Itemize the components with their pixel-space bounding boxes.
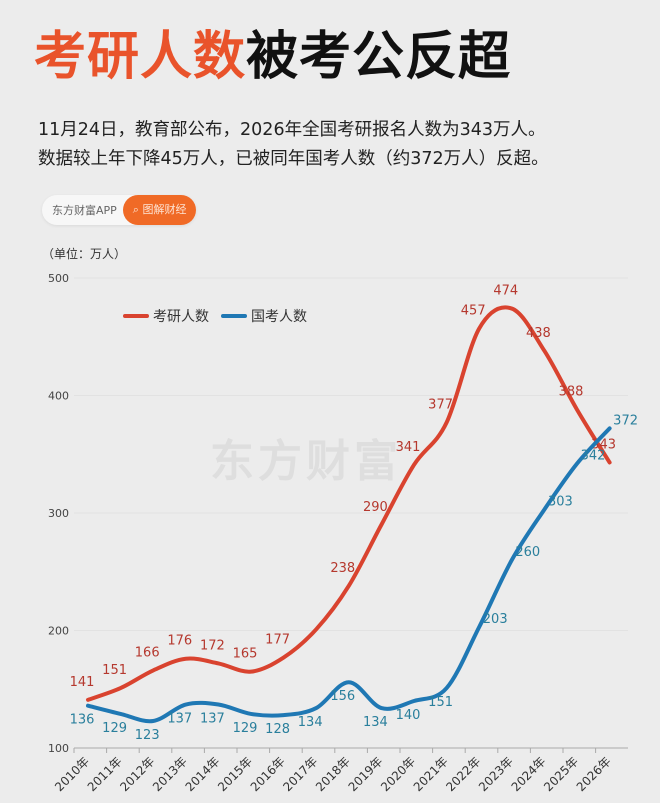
y-tick-label: 200: [48, 625, 69, 638]
x-tick-label: 2026年: [574, 754, 614, 794]
x-tick-label: 2022年: [443, 754, 483, 794]
x-tick-label: 2018年: [313, 754, 353, 794]
x-tick-label: 2017年: [280, 754, 320, 794]
data-label: 203: [483, 612, 508, 627]
data-label: 140: [396, 708, 421, 723]
data-label: 137: [167, 712, 192, 727]
data-label: 134: [298, 715, 323, 730]
source-tag-label: 图解财经: [142, 203, 187, 216]
watermark: 东方财富: [210, 436, 402, 487]
data-label: 177: [265, 633, 290, 648]
data-label: 238: [330, 561, 355, 576]
data-label: 165: [233, 647, 258, 662]
x-tick-label: 2015年: [215, 754, 255, 794]
data-label: 134: [363, 715, 388, 730]
data-label: 474: [493, 284, 518, 299]
data-label: 137: [200, 712, 225, 727]
x-tick-label: 2025年: [541, 754, 581, 794]
x-tick-label: 2014年: [183, 754, 223, 794]
data-label: 151: [102, 663, 127, 678]
data-label: 136: [70, 713, 95, 728]
data-label: 129: [102, 721, 127, 736]
search-icon: ⌕: [132, 203, 143, 216]
data-label: 342: [581, 449, 606, 464]
series-line-kaoyan: [86, 305, 612, 702]
title-rest: 被考公反超: [246, 27, 512, 87]
source-tag: ⌕ 图解财经: [122, 195, 197, 225]
page-title: 考研人数被考公反超: [34, 14, 511, 89]
data-label: 128: [265, 722, 290, 737]
x-tick-label: 2023年: [476, 754, 516, 794]
data-label: 123: [135, 728, 160, 743]
data-label: 260: [515, 545, 540, 560]
data-label: 438: [526, 326, 551, 341]
x-tick-label: 2024年: [509, 754, 549, 794]
data-label: 172: [200, 638, 225, 653]
y-tick-label: 500: [48, 272, 69, 285]
x-tick-label: 2016年: [248, 754, 288, 794]
y-tick-label: 300: [48, 507, 69, 520]
data-label: 166: [135, 645, 160, 660]
data-label: 372: [613, 413, 638, 428]
data-label: 290: [363, 500, 388, 515]
x-tick-label: 2012年: [117, 754, 157, 794]
x-tick-label: 2020年: [378, 754, 418, 794]
unit-label: （单位：万人）: [42, 247, 127, 261]
data-label: 129: [233, 721, 258, 736]
x-tick-label: 2021年: [411, 754, 451, 794]
x-tick-label: 2013年: [150, 754, 190, 794]
y-tick-label: 100: [48, 742, 69, 755]
x-tick-label: 2010年: [52, 754, 92, 794]
data-label: 388: [559, 385, 584, 400]
data-label: 341: [396, 440, 421, 455]
data-label: 156: [330, 689, 355, 704]
data-label: 303: [548, 494, 573, 509]
data-label: 377: [428, 398, 453, 413]
data-label: 176: [167, 634, 192, 649]
description-line: 11月24日，教育部公布，2026年全国考研报名人数为343万人。: [38, 120, 546, 140]
data-label: 141: [70, 675, 95, 690]
data-label: 457: [461, 304, 486, 319]
legend-label: 国考人数: [251, 309, 307, 325]
y-tick-label: 400: [48, 390, 69, 403]
x-tick-label: 2011年: [85, 754, 125, 794]
description: 11月24日，教育部公布，2026年全国考研报名人数为343万人。 数据较上年下…: [38, 116, 549, 174]
description-line: 数据较上年下降45万人，已被同年国考人数（约372万人）反超。: [38, 149, 549, 169]
source-name: 东方财富APP: [52, 204, 117, 217]
x-tick-label: 2019年: [346, 754, 386, 794]
source-badge: 东方财富APP ⌕ 图解财经: [42, 195, 197, 225]
legend-label: 考研人数: [153, 309, 209, 325]
data-label: 151: [428, 695, 453, 710]
title-highlight: 考研人数: [34, 27, 247, 87]
